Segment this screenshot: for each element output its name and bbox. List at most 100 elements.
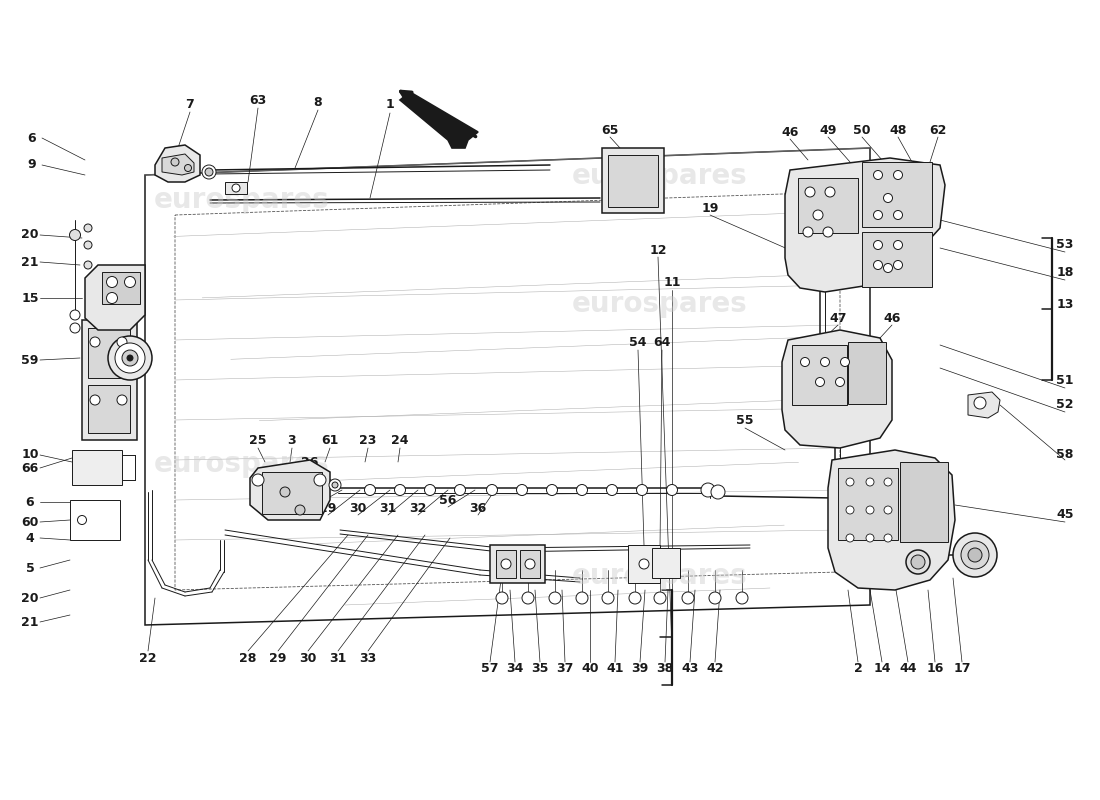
Text: 41: 41: [606, 662, 624, 674]
Circle shape: [576, 592, 588, 604]
Text: 22: 22: [140, 651, 156, 665]
Circle shape: [893, 241, 902, 250]
Text: 47: 47: [829, 366, 847, 378]
Circle shape: [629, 592, 641, 604]
Circle shape: [884, 506, 892, 514]
Circle shape: [873, 241, 882, 250]
Text: 10: 10: [21, 449, 38, 462]
Circle shape: [606, 485, 617, 495]
Circle shape: [667, 485, 678, 495]
Circle shape: [332, 482, 338, 488]
Circle shape: [710, 592, 720, 604]
Polygon shape: [400, 92, 478, 148]
Text: 64: 64: [653, 335, 671, 349]
Polygon shape: [968, 392, 1000, 418]
Bar: [88, 328, 130, 378]
Text: 4: 4: [25, 531, 34, 545]
Polygon shape: [85, 265, 145, 330]
Polygon shape: [162, 154, 194, 175]
Text: 43: 43: [681, 662, 698, 674]
Text: 24: 24: [392, 434, 409, 446]
Circle shape: [602, 592, 614, 604]
Circle shape: [395, 485, 406, 495]
Bar: [102, 272, 140, 304]
Text: 30: 30: [299, 651, 317, 665]
Text: 12: 12: [649, 243, 667, 257]
Text: 2: 2: [854, 662, 862, 674]
Text: 51: 51: [1056, 374, 1074, 386]
Circle shape: [883, 194, 892, 202]
Circle shape: [170, 158, 179, 166]
Text: 63: 63: [250, 94, 266, 106]
Text: 20: 20: [21, 591, 38, 605]
Circle shape: [84, 224, 92, 232]
Circle shape: [813, 210, 823, 220]
Circle shape: [576, 485, 587, 495]
Bar: [226, 182, 248, 194]
Circle shape: [295, 505, 305, 515]
Text: 65: 65: [602, 123, 618, 137]
Text: 31: 31: [379, 502, 397, 514]
Text: 13: 13: [1056, 298, 1074, 311]
Text: 21: 21: [21, 615, 38, 629]
Circle shape: [314, 474, 326, 486]
Circle shape: [70, 310, 80, 320]
Text: 8: 8: [314, 95, 322, 109]
Circle shape: [232, 184, 240, 192]
Text: 57: 57: [482, 662, 498, 674]
Text: 46: 46: [883, 311, 901, 325]
Text: 3: 3: [288, 434, 296, 446]
Text: 18: 18: [1056, 266, 1074, 278]
Circle shape: [883, 263, 892, 273]
Circle shape: [682, 592, 694, 604]
Text: 6: 6: [28, 131, 36, 145]
Bar: [862, 162, 932, 227]
Circle shape: [873, 170, 882, 179]
Circle shape: [107, 277, 118, 287]
Polygon shape: [145, 148, 870, 625]
Circle shape: [496, 592, 508, 604]
Text: 26: 26: [301, 455, 319, 469]
Text: 6: 6: [25, 495, 34, 509]
Circle shape: [454, 485, 465, 495]
Circle shape: [637, 485, 648, 495]
Text: 23: 23: [360, 434, 376, 446]
Circle shape: [108, 336, 152, 380]
Bar: [838, 468, 898, 540]
Bar: [628, 545, 660, 583]
Bar: [490, 545, 544, 583]
Text: 60: 60: [21, 515, 38, 529]
Bar: [792, 345, 847, 405]
Circle shape: [122, 350, 138, 366]
Text: 9: 9: [28, 158, 36, 171]
Bar: [496, 550, 516, 578]
Circle shape: [821, 358, 829, 366]
Text: 27: 27: [289, 502, 307, 514]
Text: 55: 55: [736, 414, 754, 426]
Circle shape: [836, 378, 845, 386]
Text: 31: 31: [329, 651, 346, 665]
Circle shape: [803, 227, 813, 237]
Text: 56: 56: [439, 494, 456, 506]
Text: 45: 45: [1056, 509, 1074, 522]
Circle shape: [866, 478, 874, 486]
Text: 11: 11: [663, 275, 681, 289]
Circle shape: [329, 479, 341, 491]
Circle shape: [69, 230, 80, 241]
Text: 46: 46: [781, 126, 799, 138]
Text: 42: 42: [706, 662, 724, 674]
Circle shape: [70, 323, 80, 333]
Polygon shape: [785, 158, 945, 292]
Circle shape: [961, 541, 989, 569]
Circle shape: [893, 261, 902, 270]
Text: eurospares: eurospares: [572, 290, 748, 318]
Polygon shape: [155, 145, 200, 182]
Circle shape: [500, 559, 512, 569]
Polygon shape: [782, 330, 892, 448]
Bar: [520, 550, 540, 578]
Bar: [608, 155, 658, 207]
Text: 40: 40: [581, 662, 598, 674]
Text: 28: 28: [240, 651, 256, 665]
Circle shape: [701, 483, 715, 497]
Text: 48: 48: [889, 123, 906, 137]
